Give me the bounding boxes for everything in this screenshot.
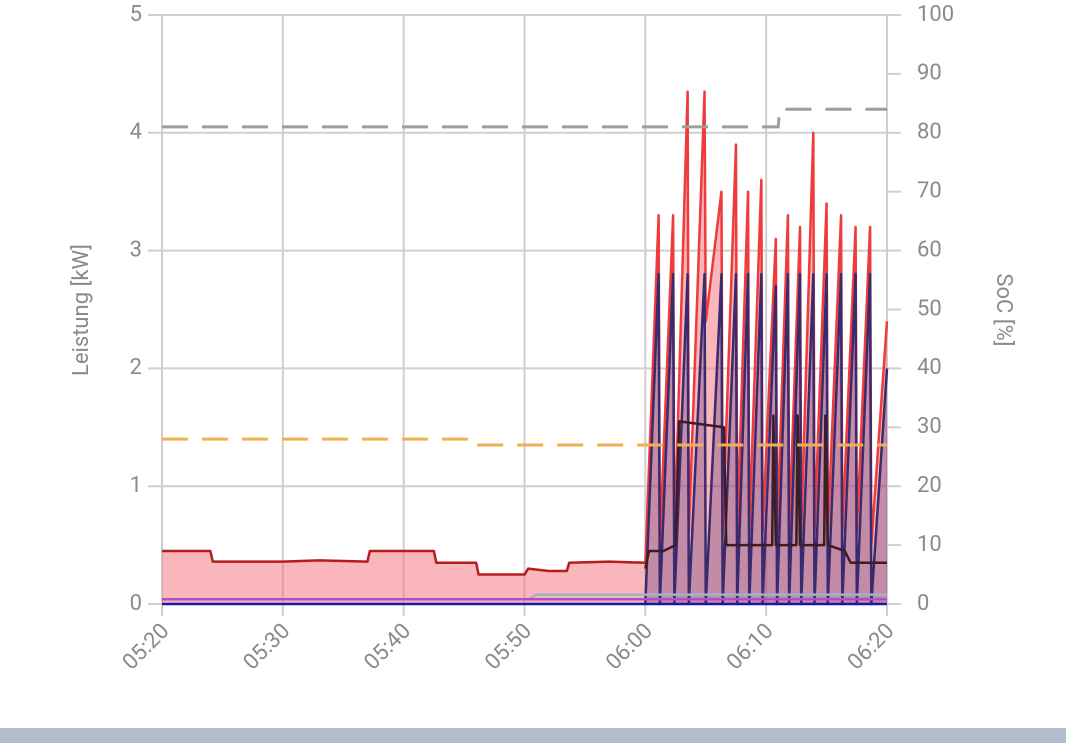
y2-tick-label: 30 (917, 414, 942, 439)
y-tick-label: 3 (130, 237, 142, 262)
line (162, 107, 887, 129)
y-axis-title: Leistung [kW] (69, 244, 94, 376)
bottom-bar (0, 728, 1066, 743)
y2-tick-label: 40 (917, 355, 942, 380)
line (644, 414, 887, 569)
x-tick-label: 05:40 (360, 619, 416, 675)
y2-tick-label: 80 (917, 120, 942, 145)
y2-axis-title: SoC [%] (991, 273, 1016, 346)
area (162, 550, 646, 604)
y-tick-label: 1 (130, 473, 142, 498)
y2-tick-label: 50 (917, 296, 942, 321)
y2-tick-label: 60 (917, 237, 942, 262)
y2-tick-label: 100 (917, 2, 954, 27)
y-tick-label: 5 (130, 2, 142, 27)
y-tick-label: 2 (130, 355, 142, 380)
x-tick-label: 06:10 (722, 619, 778, 675)
line (162, 437, 887, 447)
y-tick-label: 4 (130, 120, 142, 145)
x-tick-label: 05:20 (118, 619, 174, 675)
y2-tick-label: 10 (917, 532, 942, 557)
x-tick-label: 05:30 (239, 619, 295, 675)
line (162, 549, 646, 576)
y-tick-label: 0 (130, 591, 142, 616)
x-tick-label: 06:20 (843, 619, 899, 675)
y2-tick-label: 90 (917, 61, 942, 86)
line (529, 593, 887, 600)
x-tick-label: 06:00 (601, 619, 657, 675)
y2-tick-label: 0 (917, 591, 929, 616)
x-tick-label: 05:50 (480, 619, 536, 675)
y2-tick-label: 70 (917, 179, 942, 204)
chart: Leistung [kW] SoC [%] 012345010203040506… (69, 2, 1016, 675)
y2-tick-label: 20 (917, 473, 942, 498)
